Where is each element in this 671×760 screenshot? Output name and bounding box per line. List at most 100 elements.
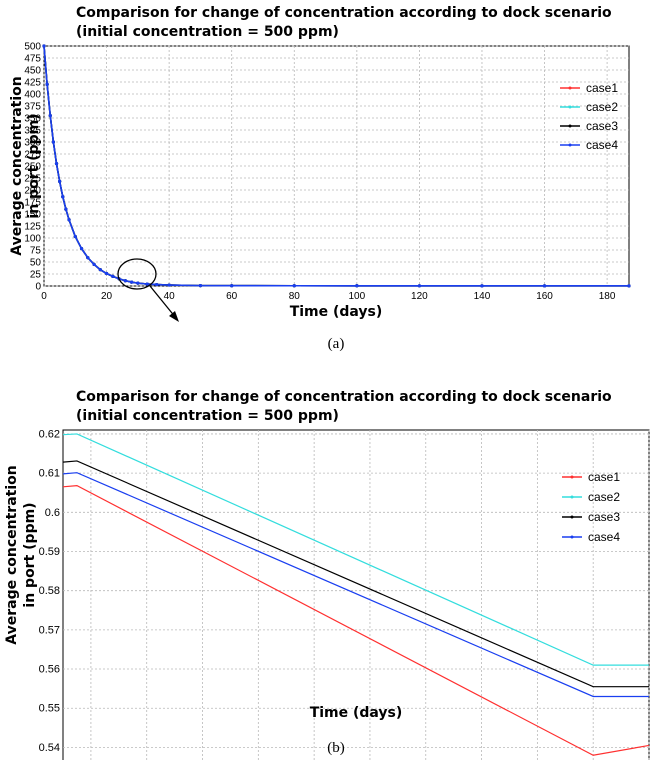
y-tick-label: 325: [24, 126, 41, 137]
y-tick-label: 0.56: [39, 664, 60, 676]
data-point-case4: [73, 234, 77, 239]
data-point-case4: [51, 140, 55, 144]
data-point-case4: [79, 246, 84, 251]
y-tick-label: 150: [24, 210, 41, 221]
data-point-case4: [86, 256, 90, 260]
chart-a-title: Comparison for change of concentration a…: [76, 5, 612, 21]
series-line-case3: [62, 460, 649, 688]
legend-marker-case2: [568, 105, 572, 109]
y-tick-label: 450: [24, 66, 41, 77]
chart-a-x-ticks: 0 20 40 60 80 100 120 140 160 180: [41, 291, 616, 302]
data-point-case4: [123, 279, 127, 283]
y-tick-label: 425: [24, 78, 41, 89]
legend-marker-case3: [570, 515, 574, 519]
chart-b-y-label-line2: in port (ppm): [22, 502, 38, 607]
x-tick-label: 180: [599, 291, 616, 302]
chart-a-grid: [43, 45, 629, 287]
data-point-case4: [111, 274, 115, 278]
legend-label-case4: case4: [586, 138, 618, 152]
x-tick-label: 140: [474, 291, 491, 302]
zoom-circle-annotation: [117, 258, 157, 290]
y-tick-label: 250: [24, 162, 41, 173]
legend-marker-case2: [570, 495, 574, 499]
data-point-case4: [136, 281, 140, 285]
y-tick-label: 200: [24, 186, 41, 197]
zoom-arrow-head: [169, 311, 179, 322]
chart-b: Comparison for change of concentration a…: [4, 389, 650, 760]
y-tick-label: 300: [24, 138, 41, 149]
data-point-case4: [48, 114, 52, 118]
chart-a-subtitle: (initial concentration = 500 ppm): [76, 24, 339, 40]
y-tick-label: 0.55: [39, 703, 60, 715]
data-point-case4: [67, 218, 71, 222]
chart-a-x-label: Time (days): [290, 304, 383, 320]
y-tick-label: 0.54: [39, 742, 60, 754]
data-point-case4: [355, 284, 359, 288]
data-point-case4: [42, 44, 46, 48]
data-point-case4: [58, 179, 62, 183]
y-tick-label: 375: [24, 102, 41, 113]
y-tick-label: 125: [24, 222, 41, 233]
chart-b-subtitle: (initial concentration = 500 ppm): [76, 408, 339, 424]
chart-a-caption: (a): [328, 336, 345, 352]
x-tick-label: 160: [536, 291, 553, 302]
y-tick-label: 475: [24, 54, 41, 65]
y-tick-label: 0.59: [39, 546, 60, 558]
y-tick-label: 275: [24, 150, 41, 161]
data-point-case4: [61, 195, 65, 199]
y-tick-label: 175: [24, 198, 41, 209]
chart-b-x-label: Time (days): [310, 705, 403, 721]
chart-b-plot-area: [62, 429, 650, 760]
x-tick-label: 100: [348, 291, 365, 302]
series-line-case1: [62, 485, 650, 756]
series-line-case2: [62, 433, 649, 666]
chart-a-legend: case1 case2 case3 case4: [560, 81, 618, 152]
y-tick-label: 100: [24, 234, 41, 245]
x-tick-label: 60: [226, 291, 238, 302]
y-tick-label: 0.57: [39, 624, 60, 636]
y-tick-label: 225: [24, 174, 41, 185]
data-point-case4: [292, 284, 296, 288]
legend-marker-case4: [568, 143, 572, 147]
chart-b-grid: [63, 430, 650, 760]
y-tick-label: 0.62: [39, 428, 60, 440]
series-line-case4: [62, 472, 649, 698]
legend-marker-case1: [570, 475, 574, 479]
y-tick-label: 0.58: [39, 585, 60, 597]
data-point-case4: [45, 82, 49, 86]
data-point-case4: [129, 280, 134, 284]
legend-label-case1: case1: [588, 470, 620, 484]
chart-b-y-ticks: 0.54 0.55 0.56 0.57 0.58 0.59 0.6 0.61 0.62: [39, 428, 60, 753]
chart-a-series: case1 case2 case3 case4: [42, 44, 631, 288]
x-tick-label: 0: [41, 291, 47, 302]
y-tick-label: 0.61: [39, 468, 60, 480]
y-tick-label: 75: [30, 246, 42, 257]
data-point-case4: [155, 282, 159, 287]
data-point-case4: [167, 283, 171, 287]
chart-a-y-label-line1: Average concentration: [9, 76, 25, 255]
data-point-case4: [230, 284, 234, 288]
chart-b-title: Comparison for change of concentration a…: [76, 389, 612, 405]
chart-b-legend: case1 case2 case3 case4: [562, 470, 620, 544]
legend-marker-case1: [568, 86, 572, 90]
chart-b-caption: (b): [327, 740, 345, 756]
y-tick-label: 0: [35, 282, 41, 293]
data-point-case4: [54, 162, 59, 166]
legend-marker-case4: [570, 535, 574, 539]
chart-b-y-label-line1: Average concentration: [4, 465, 20, 644]
x-tick-label: 40: [164, 291, 176, 302]
legend-marker-case3: [568, 124, 572, 128]
chart-a-y-ticks: 0255075100125150175200225250275300325350…: [24, 42, 41, 293]
legend-label-case2: case2: [586, 100, 618, 114]
data-point-case4: [198, 284, 203, 288]
legend-label-case1: case1: [586, 81, 618, 95]
x-tick-label: 80: [289, 291, 301, 302]
y-tick-label: 400: [24, 90, 41, 101]
data-point-case4: [92, 262, 96, 266]
zoom-arrow-line: [149, 285, 177, 319]
legend-label-case3: case3: [586, 119, 618, 133]
data-point-case4: [542, 284, 547, 288]
x-tick-label: 120: [411, 291, 428, 302]
y-tick-label: 500: [24, 42, 41, 53]
